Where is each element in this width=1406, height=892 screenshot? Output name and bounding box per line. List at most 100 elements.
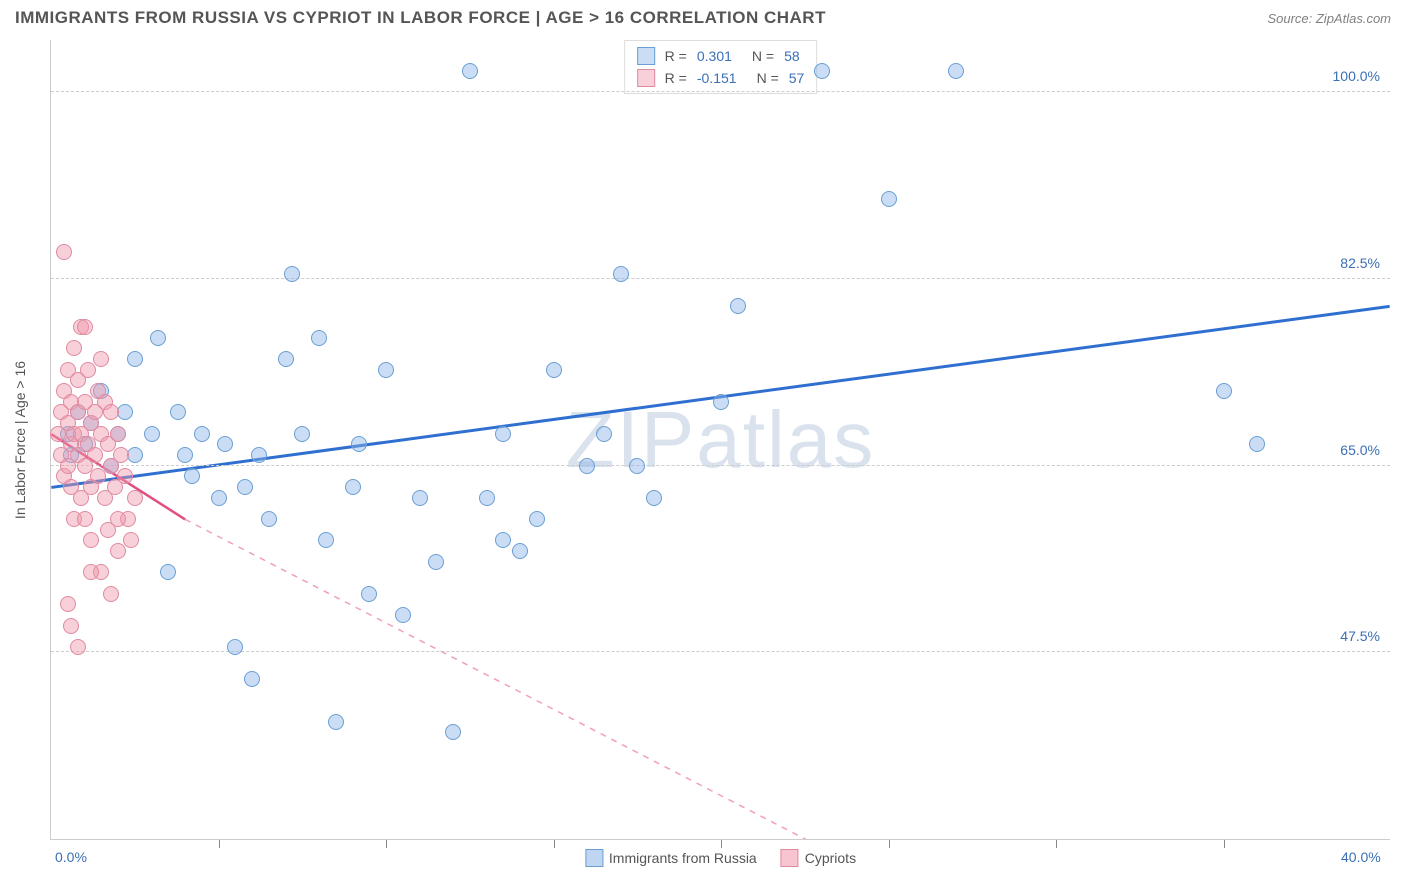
data-point (428, 554, 444, 570)
legend-label: Cypriots (805, 850, 856, 866)
trend-lines (51, 40, 1390, 839)
y-tick-label: 100.0% (1333, 68, 1380, 84)
legend-n-value-2: 57 (789, 70, 805, 86)
data-point (217, 436, 233, 452)
legend-label: Immigrants from Russia (609, 850, 757, 866)
legend-item: Cypriots (781, 849, 856, 867)
legend-r-value-2: -0.151 (697, 70, 737, 86)
y-tick-label: 47.5% (1340, 628, 1380, 644)
data-point (160, 564, 176, 580)
data-point (80, 362, 96, 378)
legend-row-series1: R = 0.301 N = 58 (637, 45, 805, 67)
data-point (261, 511, 277, 527)
data-point (251, 447, 267, 463)
data-point (110, 426, 126, 442)
x-tick (554, 840, 555, 848)
data-point (113, 447, 129, 463)
gridline (51, 651, 1390, 652)
legend-series: Immigrants from Russia Cypriots (585, 849, 856, 867)
data-point (512, 543, 528, 559)
y-tick-label: 82.5% (1340, 255, 1380, 271)
y-tick-label: 65.0% (1340, 442, 1380, 458)
data-point (184, 468, 200, 484)
data-point (278, 351, 294, 367)
data-point (351, 436, 367, 452)
x-tick (721, 840, 722, 848)
data-point (395, 607, 411, 623)
data-point (284, 266, 300, 282)
data-point (613, 266, 629, 282)
legend-swatch (781, 849, 799, 867)
data-point (123, 532, 139, 548)
data-point (110, 511, 126, 527)
y-axis-label: In Labor Force | Age > 16 (12, 361, 28, 519)
data-point (56, 244, 72, 260)
data-point (150, 330, 166, 346)
data-point (1249, 436, 1265, 452)
data-point (93, 351, 109, 367)
source-attribution: Source: ZipAtlas.com (1267, 11, 1391, 26)
x-tick-label: 0.0% (55, 849, 87, 865)
data-point (445, 724, 461, 740)
data-point (117, 468, 133, 484)
data-point (244, 671, 260, 687)
data-point (462, 63, 478, 79)
data-point (103, 404, 119, 420)
data-point (77, 319, 93, 335)
data-point (412, 490, 428, 506)
data-point (66, 340, 82, 356)
data-point (361, 586, 377, 602)
data-point (629, 458, 645, 474)
data-point (881, 191, 897, 207)
legend-item: Immigrants from Russia (585, 849, 757, 867)
data-point (495, 532, 511, 548)
data-point (127, 490, 143, 506)
data-point (170, 404, 186, 420)
legend-n-label: N = (757, 70, 779, 86)
data-point (63, 618, 79, 634)
data-point (318, 532, 334, 548)
legend-swatch-series2 (637, 69, 655, 87)
data-point (529, 511, 545, 527)
data-point (814, 63, 830, 79)
data-point (127, 351, 143, 367)
data-point (90, 468, 106, 484)
data-point (87, 447, 103, 463)
data-point (948, 63, 964, 79)
data-point (110, 543, 126, 559)
data-point (227, 639, 243, 655)
x-tick (889, 840, 890, 848)
legend-stats: R = 0.301 N = 58 R = -0.151 N = 57 (624, 40, 818, 94)
data-point (1216, 383, 1232, 399)
data-point (345, 479, 361, 495)
data-point (194, 426, 210, 442)
data-point (311, 330, 327, 346)
gridline (51, 465, 1390, 466)
x-tick (219, 840, 220, 848)
data-point (479, 490, 495, 506)
data-point (211, 490, 227, 506)
legend-r-label: R = (665, 48, 687, 64)
data-point (70, 639, 86, 655)
data-point (177, 447, 193, 463)
data-point (730, 298, 746, 314)
data-point (237, 479, 253, 495)
legend-n-label: N = (752, 48, 774, 64)
data-point (495, 426, 511, 442)
legend-n-value-1: 58 (784, 48, 800, 64)
x-tick (1224, 840, 1225, 848)
data-point (546, 362, 562, 378)
legend-r-value-1: 0.301 (697, 48, 732, 64)
legend-swatch (585, 849, 603, 867)
x-tick-label: 40.0% (1341, 849, 1381, 865)
x-tick (386, 840, 387, 848)
data-point (60, 596, 76, 612)
chart-header: IMMIGRANTS FROM RUSSIA VS CYPRIOT IN LAB… (15, 8, 1391, 28)
data-point (144, 426, 160, 442)
x-tick (1056, 840, 1057, 848)
data-point (83, 564, 99, 580)
gridline (51, 91, 1390, 92)
data-point (294, 426, 310, 442)
legend-swatch-series1 (637, 47, 655, 65)
data-point (579, 458, 595, 474)
